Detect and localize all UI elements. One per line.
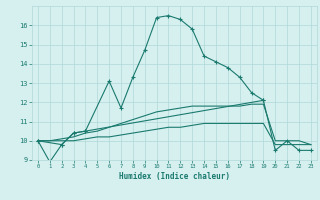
X-axis label: Humidex (Indice chaleur): Humidex (Indice chaleur) bbox=[119, 172, 230, 181]
